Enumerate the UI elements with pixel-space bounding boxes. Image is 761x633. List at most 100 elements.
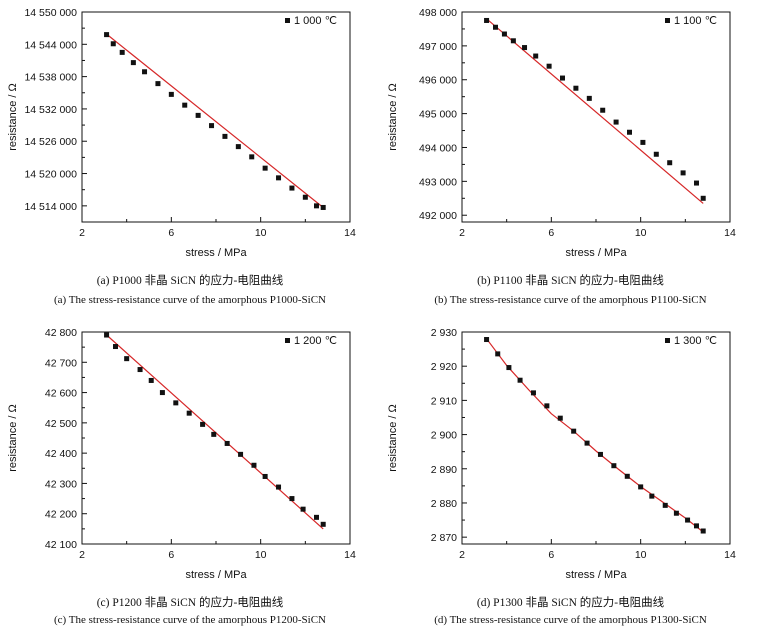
x-tick-label-d: 14 — [724, 549, 736, 561]
data-point-d — [685, 517, 691, 523]
caption-en-a: (a) The stress-resistance curve of the a… — [54, 294, 326, 306]
data-point-a — [195, 112, 201, 118]
x-tick-label-a: 14 — [344, 227, 356, 239]
data-point-d — [694, 523, 699, 529]
y-tick-label-b: 496 000 — [419, 75, 457, 87]
data-point-b — [560, 75, 565, 81]
data-point-c — [104, 332, 110, 338]
data-point-b — [510, 38, 516, 44]
x-axis-title-a: stress / MPa — [185, 247, 247, 259]
legend-label-c: 1 200 ℃ — [294, 335, 337, 347]
x-tick-label-d: 10 — [635, 549, 647, 561]
data-point-c — [300, 506, 306, 512]
y-tick-label-d: 2 870 — [431, 532, 457, 544]
legend-marker-b — [665, 18, 670, 23]
y-tick-label-b: 495 000 — [419, 109, 457, 121]
data-point-a — [276, 175, 282, 181]
chart-svg-b: 2 6 10 14 492 000 493 000 494 000 495 000 496 00… — [387, 7, 736, 259]
data-point-b — [640, 139, 646, 145]
data-point-b — [493, 24, 498, 30]
data-point-a — [142, 69, 148, 75]
data-point-d — [624, 473, 630, 479]
y-tick-label-c: 42 100 — [45, 539, 77, 551]
data-point-c — [320, 521, 326, 527]
y-tick-label-c: 42 800 — [45, 327, 77, 339]
y-tick-label-c: 42 400 — [45, 448, 77, 460]
data-point-c — [314, 514, 319, 520]
data-point-d — [638, 484, 644, 490]
data-point-d — [700, 528, 706, 534]
chart-panel-a: 2 6 10 14 14 514 000 14 520 000 14 526 000 14 5… — [0, 0, 380, 316]
caption-cn-b: (b) P1100 非晶 SiCN 的应力-电阻曲线 — [477, 275, 664, 287]
x-axis-title-c: stress / MPa — [185, 569, 247, 581]
data-point-a — [249, 154, 255, 160]
fit-line-a — [106, 33, 324, 208]
x-tick-label-b: 14 — [724, 227, 736, 239]
chart-panel-c: 2 6 10 14 42 100 42 200 42 300 42 400 42 500 42 6… — [0, 316, 380, 633]
data-point-c — [289, 496, 295, 502]
data-point-d — [662, 502, 668, 508]
data-point-c — [211, 431, 217, 437]
chart-svg-d: 2 6 10 14 2 870 2 880 2 890 2 900 2 910 2 920 2 93… — [387, 327, 736, 581]
data-point-d — [673, 510, 679, 516]
y-tick-label-c: 42 200 — [45, 509, 77, 521]
data-point-d — [530, 390, 536, 396]
y-tick-label-a: 14 544 000 — [24, 39, 77, 51]
data-point-d — [611, 463, 617, 469]
data-point-d — [557, 415, 563, 421]
caption-en-c: (c) The stress-resistance curve of the a… — [54, 614, 326, 626]
y-axis-title-c: resistance / Ω — [7, 404, 19, 472]
data-point-d — [517, 377, 523, 383]
plot-frame-d — [461, 331, 731, 545]
data-point-c — [113, 344, 118, 350]
x-tick-label-d: 6 — [548, 549, 554, 561]
data-point-c — [224, 440, 230, 446]
data-point-b — [627, 129, 632, 135]
chart-panel-d: 2 6 10 14 2 870 2 880 2 890 2 900 2 910 2 920 2 93… — [380, 316, 761, 633]
data-point-c — [262, 473, 268, 479]
x-tick-label-b: 6 — [548, 227, 554, 239]
y-axis-title-d: resistance / Ω — [387, 404, 399, 472]
data-point-a — [130, 60, 136, 66]
y-tick-label-b: 498 000 — [419, 7, 457, 19]
x-tick-label-c: 2 — [79, 549, 85, 561]
data-point-b — [522, 45, 528, 51]
caption-en-d: (d) The stress-resistance curve of the a… — [434, 614, 707, 626]
caption-cn-a: (a) P1000 非晶 SiCN 的应力-电阻曲线 — [96, 275, 284, 287]
data-point-c — [137, 367, 143, 373]
y-tick-label-d: 2 890 — [431, 464, 457, 476]
caption-cn-c: (c) P1200 非晶 SiCN 的应力-电阻曲线 — [96, 597, 284, 609]
y-tick-label-b: 494 000 — [419, 142, 457, 154]
data-point-b — [694, 180, 699, 186]
plot-frame-b — [461, 11, 731, 223]
data-point-c — [124, 356, 130, 362]
data-point-b — [533, 53, 539, 59]
caption-cn-d: (d) P1300 非晶 SiCN 的应力-电阻曲线 — [476, 597, 665, 609]
data-point-b — [501, 31, 507, 37]
data-point-a — [104, 32, 110, 38]
y-tick-label-d: 2 930 — [431, 327, 457, 339]
y-tick-label-a: 14 514 000 — [24, 201, 77, 213]
plot-frame-a — [81, 11, 351, 223]
y-tick-label-c: 42 300 — [45, 478, 77, 490]
data-point-b — [700, 195, 706, 201]
x-axis-title-d: stress / MPa — [565, 569, 627, 581]
y-tick-label-c: 42 700 — [45, 357, 77, 369]
y-tick-label-d: 2 920 — [431, 361, 457, 373]
data-point-a — [155, 81, 161, 87]
data-point-a — [182, 102, 188, 108]
legend-label-a: 1 000 ℃ — [294, 15, 337, 27]
data-point-b — [680, 170, 686, 176]
data-point-d — [597, 451, 603, 457]
data-point-b — [667, 160, 673, 166]
x-tick-label-c: 14 — [344, 549, 356, 561]
chart-svg-c: 2 6 10 14 42 100 42 200 42 300 42 400 42 500 42 6… — [7, 327, 356, 581]
y-tick-label-d: 2 880 — [431, 498, 457, 510]
data-point-c — [159, 390, 165, 396]
data-point-c — [173, 400, 179, 406]
legend-label-b: 1 100 ℃ — [674, 15, 717, 27]
data-point-a — [222, 133, 228, 139]
data-point-b — [600, 107, 606, 113]
data-point-a — [168, 91, 174, 97]
x-tick-label-c: 6 — [168, 549, 174, 561]
